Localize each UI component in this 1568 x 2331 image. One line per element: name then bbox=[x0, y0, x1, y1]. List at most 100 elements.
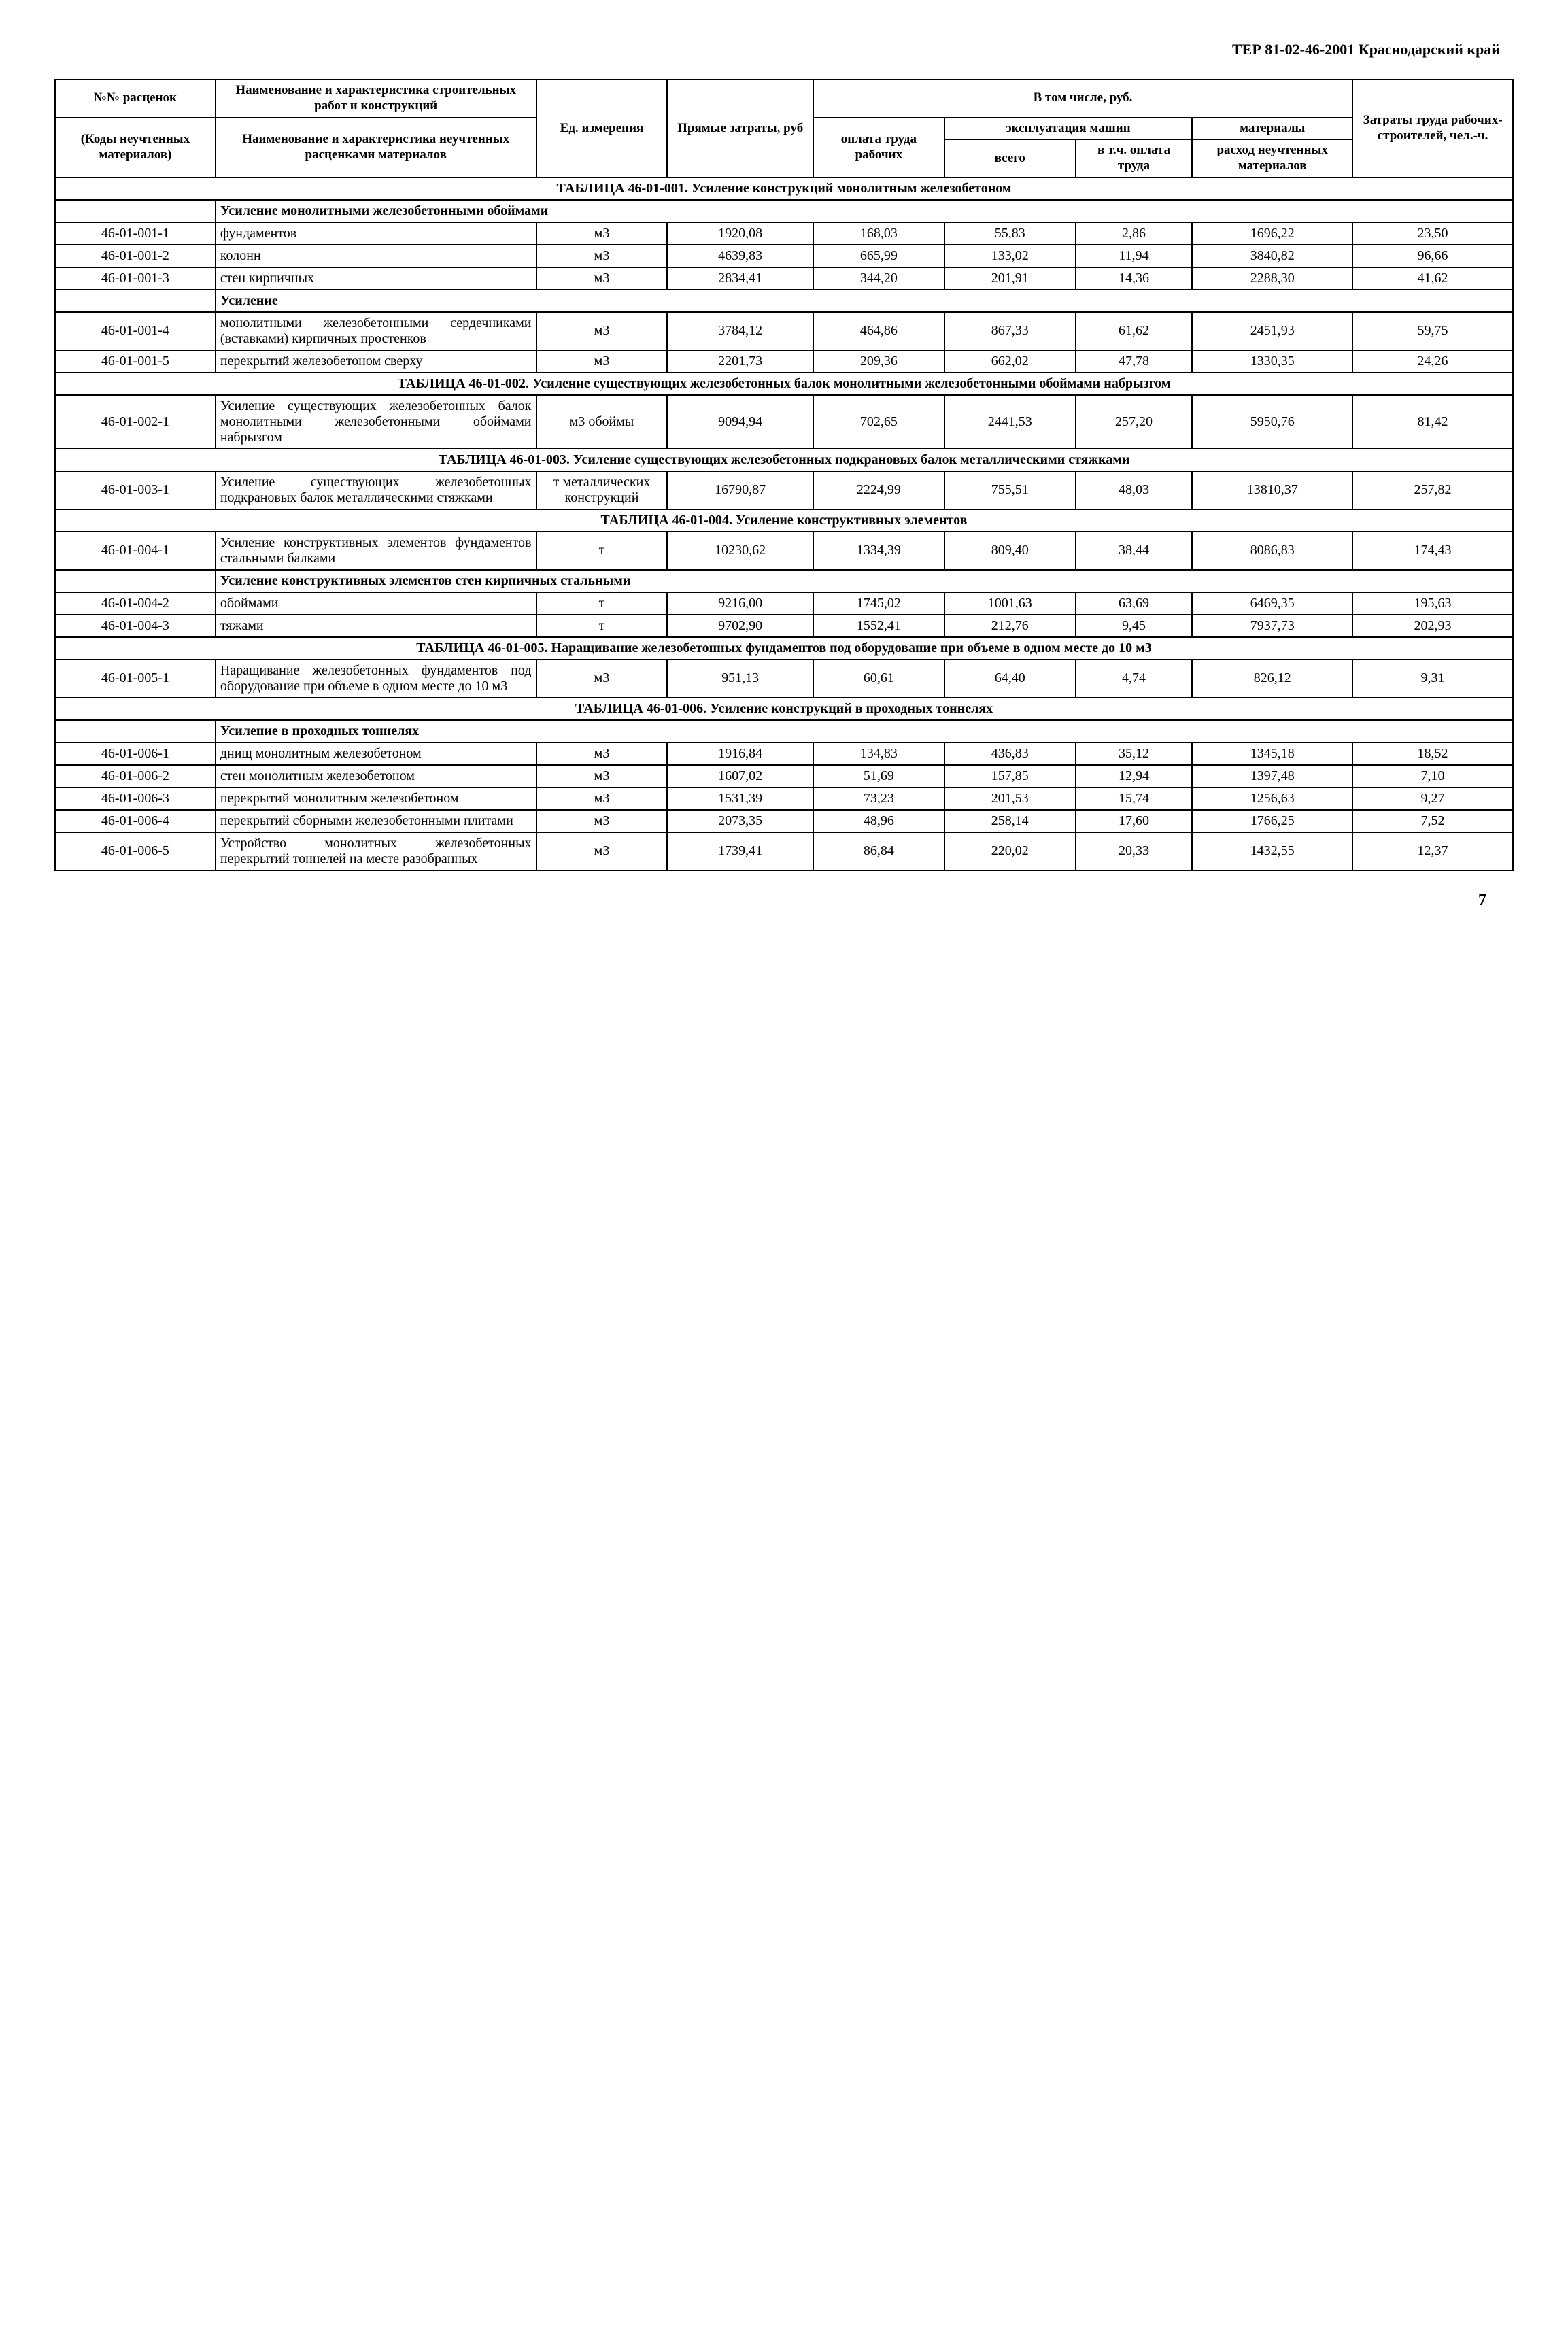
table-row: 46-01-003-1Усиление существую­щих железо… bbox=[55, 471, 1513, 509]
table-row: 46-01-001-1фундаментовм31920,08168,0355,… bbox=[55, 222, 1513, 245]
subsection-title: Усиление в проходных тоннелях bbox=[216, 720, 1513, 743]
table-row: 46-01-004-2обоймамит9216,001745,021001,6… bbox=[55, 592, 1513, 615]
value-cell: 4,74 bbox=[1076, 660, 1193, 698]
subsection-spacer bbox=[55, 720, 216, 743]
unit-cell: м3 bbox=[536, 810, 668, 832]
table-row: 46-01-006-5Устройство монолит­ных железо… bbox=[55, 832, 1513, 870]
hdr-col3: Ед. измере­ния bbox=[536, 80, 668, 177]
value-cell: 86,84 bbox=[813, 832, 944, 870]
page-header: ТЕР 81-02-46-2001 Краснодарский край bbox=[54, 41, 1514, 58]
desc-cell: перекрытий сборными железобетонными плит… bbox=[216, 810, 536, 832]
code-cell: 46-01-004-2 bbox=[55, 592, 216, 615]
table-row: 46-01-001-4монолитными железо­бетонными … bbox=[55, 312, 1513, 350]
value-cell: 1552,41 bbox=[813, 615, 944, 637]
value-cell: 73,23 bbox=[813, 787, 944, 810]
hdr-col8-bot: расход неучтен­ных материа­лов bbox=[1192, 139, 1352, 177]
desc-cell: Усиление существую­щих железобетонных ба… bbox=[216, 395, 536, 449]
unit-cell: т bbox=[536, 592, 668, 615]
value-cell: 2288,30 bbox=[1192, 267, 1352, 290]
value-cell: 1920,08 bbox=[667, 222, 813, 245]
hdr-col7: в т.ч. оплата труда bbox=[1076, 139, 1193, 177]
value-cell: 60,61 bbox=[813, 660, 944, 698]
value-cell: 464,86 bbox=[813, 312, 944, 350]
value-cell: 1330,35 bbox=[1192, 350, 1352, 373]
value-cell: 5950,76 bbox=[1192, 395, 1352, 449]
value-cell: 867,33 bbox=[944, 312, 1076, 350]
value-cell: 195,63 bbox=[1352, 592, 1513, 615]
main-table: №№ расценок Наименование и харак­теристи… bbox=[54, 79, 1514, 871]
desc-cell: Усиление конструк­тивных элементов фунда… bbox=[216, 532, 536, 570]
value-cell: 9,45 bbox=[1076, 615, 1193, 637]
value-cell: 63,69 bbox=[1076, 592, 1193, 615]
value-cell: 755,51 bbox=[944, 471, 1076, 509]
value-cell: 3840,82 bbox=[1192, 245, 1352, 267]
value-cell: 2451,93 bbox=[1192, 312, 1352, 350]
value-cell: 1745,02 bbox=[813, 592, 944, 615]
value-cell: 81,42 bbox=[1352, 395, 1513, 449]
desc-cell: перекрытий монолит­ным железобетоном bbox=[216, 787, 536, 810]
subsection-spacer bbox=[55, 200, 216, 222]
desc-cell: Наращивание железо­бетонных фундаментов … bbox=[216, 660, 536, 698]
value-cell: 168,03 bbox=[813, 222, 944, 245]
value-cell: 1256,63 bbox=[1192, 787, 1352, 810]
desc-cell: днищ монолитным железобетоном bbox=[216, 743, 536, 765]
table-row: 46-01-001-5перекрытий железобе­тоном све… bbox=[55, 350, 1513, 373]
desc-cell: фундаментов bbox=[216, 222, 536, 245]
hdr-col6: всего bbox=[944, 139, 1076, 177]
code-cell: 46-01-003-1 bbox=[55, 471, 216, 509]
value-cell: 9,27 bbox=[1352, 787, 1513, 810]
hdr-col9: Затраты труда рабочих-строите­лей, чел.-… bbox=[1352, 80, 1513, 177]
value-cell: 2073,35 bbox=[667, 810, 813, 832]
code-cell: 46-01-001-4 bbox=[55, 312, 216, 350]
desc-cell: перекрытий железобе­тоном сверху bbox=[216, 350, 536, 373]
subsection-spacer bbox=[55, 570, 216, 592]
value-cell: 4639,83 bbox=[667, 245, 813, 267]
value-cell: 662,02 bbox=[944, 350, 1076, 373]
value-cell: 665,99 bbox=[813, 245, 944, 267]
code-cell: 46-01-001-1 bbox=[55, 222, 216, 245]
code-cell: 46-01-006-4 bbox=[55, 810, 216, 832]
value-cell: 47,78 bbox=[1076, 350, 1193, 373]
section-title: ТАБЛИЦА 46-01-005. Наращивание железобет… bbox=[55, 637, 1513, 660]
value-cell: 17,60 bbox=[1076, 810, 1193, 832]
value-cell: 258,14 bbox=[944, 810, 1076, 832]
unit-cell: м3 bbox=[536, 222, 668, 245]
value-cell: 2834,41 bbox=[667, 267, 813, 290]
value-cell: 7937,73 bbox=[1192, 615, 1352, 637]
hdr-col8-top: материа­лы bbox=[1192, 118, 1352, 140]
table-row: 46-01-004-3тяжамит9702,901552,41212,769,… bbox=[55, 615, 1513, 637]
value-cell: 96,66 bbox=[1352, 245, 1513, 267]
value-cell: 1432,55 bbox=[1192, 832, 1352, 870]
value-cell: 133,02 bbox=[944, 245, 1076, 267]
value-cell: 9702,90 bbox=[667, 615, 813, 637]
table-row: 46-01-001-2колоннм34639,83665,99133,0211… bbox=[55, 245, 1513, 267]
value-cell: 344,20 bbox=[813, 267, 944, 290]
table-row: 46-01-006-1днищ монолитным железобетоном… bbox=[55, 743, 1513, 765]
code-cell: 46-01-001-2 bbox=[55, 245, 216, 267]
value-cell: 18,52 bbox=[1352, 743, 1513, 765]
section-title: ТАБЛИЦА 46-01-002. Усиление существующих… bbox=[55, 373, 1513, 395]
value-cell: 48,96 bbox=[813, 810, 944, 832]
value-cell: 12,37 bbox=[1352, 832, 1513, 870]
value-cell: 1696,22 bbox=[1192, 222, 1352, 245]
unit-cell: м3 bbox=[536, 267, 668, 290]
hdr-col4: Прямые затраты, руб bbox=[667, 80, 813, 177]
value-cell: 1607,02 bbox=[667, 765, 813, 787]
value-cell: 1766,25 bbox=[1192, 810, 1352, 832]
value-cell: 2441,53 bbox=[944, 395, 1076, 449]
value-cell: 220,02 bbox=[944, 832, 1076, 870]
desc-cell: Устройство монолит­ных железобетонных пе… bbox=[216, 832, 536, 870]
unit-cell: м3 bbox=[536, 350, 668, 373]
subsection-title: Усиление конструктивных элементов стен к… bbox=[216, 570, 1513, 592]
unit-cell: м3 bbox=[536, 312, 668, 350]
value-cell: 257,20 bbox=[1076, 395, 1193, 449]
value-cell: 201,53 bbox=[944, 787, 1076, 810]
code-cell: 46-01-006-1 bbox=[55, 743, 216, 765]
table-row: 46-01-002-1Усиление существую­щих железо… bbox=[55, 395, 1513, 449]
value-cell: 9216,00 bbox=[667, 592, 813, 615]
unit-cell: м3 bbox=[536, 743, 668, 765]
value-cell: 35,12 bbox=[1076, 743, 1193, 765]
value-cell: 1334,39 bbox=[813, 532, 944, 570]
value-cell: 809,40 bbox=[944, 532, 1076, 570]
value-cell: 8086,83 bbox=[1192, 532, 1352, 570]
